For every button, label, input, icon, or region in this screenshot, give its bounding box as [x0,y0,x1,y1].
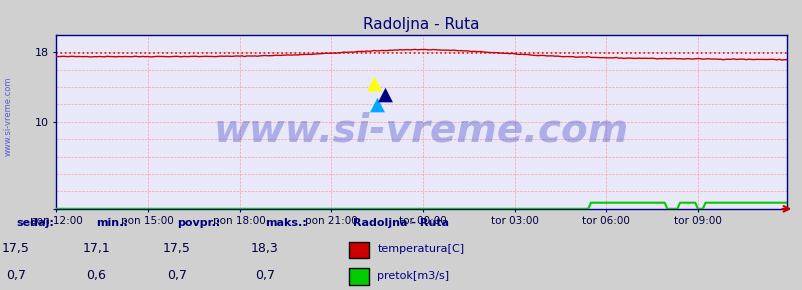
Text: 17,1: 17,1 [83,242,110,255]
Text: 18,3: 18,3 [251,242,278,255]
Text: 0,7: 0,7 [6,269,26,282]
Text: min.:: min.: [96,218,128,228]
Title: Radoljna - Ruta: Radoljna - Ruta [363,17,480,32]
Text: temperatura[C]: temperatura[C] [377,244,464,254]
Text: ▲: ▲ [370,95,385,114]
Text: povpr.:: povpr.: [176,218,220,228]
Text: 17,5: 17,5 [2,242,30,255]
Text: pretok[m3/s]: pretok[m3/s] [377,271,449,281]
FancyBboxPatch shape [349,242,369,258]
Text: maks.:: maks.: [265,218,306,228]
Text: Radoljna - Ruta: Radoljna - Ruta [353,218,449,228]
Text: www.si-vreme.com: www.si-vreme.com [3,76,13,156]
Text: 0,6: 0,6 [87,269,106,282]
Text: www.si-vreme.com: www.si-vreme.com [213,111,629,150]
Text: ▲: ▲ [367,74,381,93]
Text: 17,5: 17,5 [163,242,190,255]
Text: sedaj:: sedaj: [16,218,54,228]
Text: ▲: ▲ [377,84,392,104]
FancyBboxPatch shape [349,268,369,285]
Text: 0,7: 0,7 [167,269,186,282]
Text: 0,7: 0,7 [255,269,274,282]
